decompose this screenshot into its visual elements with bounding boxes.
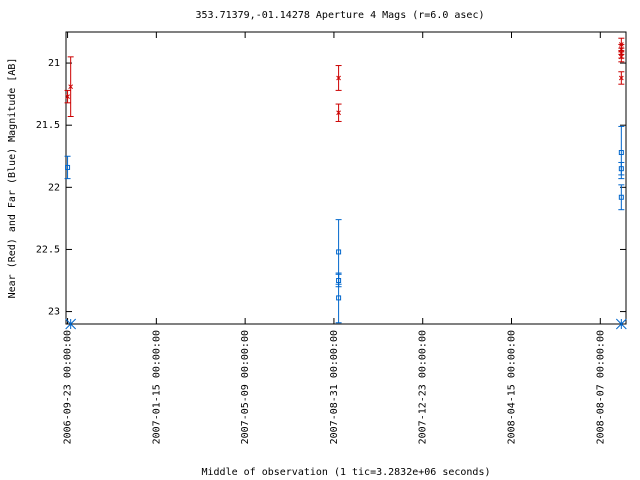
error-bar — [618, 184, 625, 211]
y-tick-label: 23 — [48, 307, 60, 318]
x-tick-label: 2006-09-23 00:00:00 — [63, 330, 74, 444]
point — [65, 164, 71, 170]
x-tick-label: 2007-12-23 00:00:00 — [418, 330, 429, 444]
observation-marker — [65, 318, 77, 330]
point — [618, 75, 624, 81]
y-tick-label: 22 — [48, 182, 60, 193]
point — [336, 249, 342, 255]
point — [618, 150, 624, 156]
observation-marker — [615, 318, 627, 330]
chart-title: 353.71379,-01.14278 Aperture 4 Mags (r=6… — [196, 10, 485, 21]
y-tick-label: 21.5 — [36, 120, 60, 131]
y-tick-label: 21 — [48, 58, 60, 69]
point — [336, 295, 342, 301]
point — [336, 110, 341, 116]
y-axis-label: Near (Red) and Far (Blue) Magnitude [AB] — [7, 58, 18, 299]
x-tick-label: 2007-05-09 00:00:00 — [240, 330, 251, 444]
point — [65, 94, 70, 99]
point — [336, 75, 341, 81]
error-bar — [618, 161, 625, 176]
y-tick-label: 22.5 — [36, 244, 60, 255]
point — [618, 166, 624, 172]
x-tick-label: 2008-08-07 00:00:00 — [595, 330, 606, 444]
x-tick-label: 2007-01-15 00:00:00 — [151, 330, 162, 444]
error-bar — [335, 272, 342, 324]
x-axis-label: Middle of observation (1 tic=3.2832e+06 … — [202, 467, 491, 478]
point — [618, 54, 624, 60]
plot-frame — [65, 31, 627, 325]
x-tick-label: 2007-08-31 00:00:00 — [329, 330, 340, 444]
point — [618, 194, 624, 200]
point — [68, 84, 74, 90]
error-bar — [64, 155, 71, 180]
x-tick-label: 2008-04-15 00:00:00 — [507, 330, 518, 444]
